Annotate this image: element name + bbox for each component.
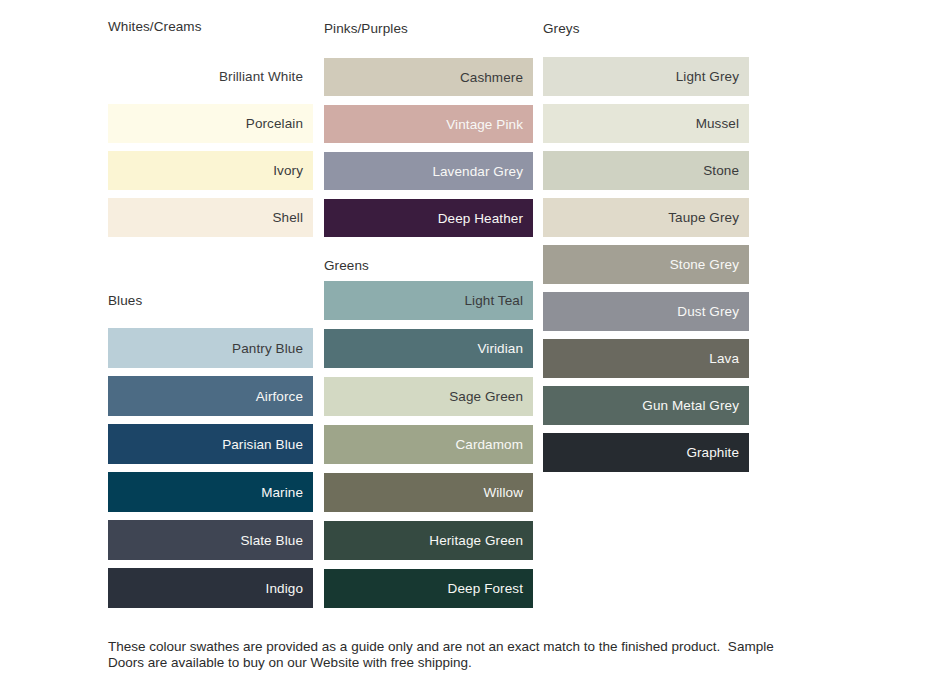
swatch-label: Mussel: [696, 116, 739, 131]
swatch-label: Sage Green: [449, 389, 523, 404]
swatch-label: Gun Metal Grey: [642, 398, 739, 413]
group-greens: Greens Light Teal Viridian Sage Green Cardam…: [324, 258, 533, 608]
swatch-indigo: Indigo: [108, 568, 313, 608]
swatch-viridian: Viridian: [324, 329, 533, 368]
swatch-willow: Willow: [324, 473, 533, 512]
swatch-label: Lavendar Grey: [432, 164, 523, 179]
swatch-label: Shell: [272, 210, 303, 225]
swatch-label: Stone Grey: [670, 257, 739, 272]
swatch-label: Deep Forest: [448, 581, 523, 596]
swatch-list-greens: Light Teal Viridian Sage Green Cardamom Will…: [324, 281, 533, 608]
group-blues: Blues Pantry Blue Airforce Parisian Blue Mar…: [108, 293, 313, 608]
group-title-pinks-purples: Pinks/Purples: [324, 21, 533, 37]
swatch-cardamom: Cardamom: [324, 425, 533, 464]
swatch-slate-blue: Slate Blue: [108, 520, 313, 560]
swatch-light-grey: Light Grey: [543, 57, 749, 96]
swatch-deep-forest: Deep Forest: [324, 569, 533, 608]
swatch-label: Slate Blue: [240, 533, 303, 548]
swatch-lava: Lava: [543, 339, 749, 378]
swatch-label: Dust Grey: [677, 304, 739, 319]
column-pinks-greens: Pinks/Purples Cashmere Vintage Pink Lavenda…: [324, 21, 533, 608]
swatch-label: Cashmere: [460, 70, 523, 85]
swatch-label: Pantry Blue: [232, 341, 303, 356]
swatch-label: Deep Heather: [438, 211, 523, 226]
swatch-label: Indigo: [266, 581, 303, 596]
swatch-sage-green: Sage Green: [324, 377, 533, 416]
swatch-list-pinks-purples: Cashmere Vintage Pink Lavendar Grey Deep He…: [324, 58, 533, 237]
swatch-label: Brilliant White: [219, 69, 303, 84]
swatch-label: Light Teal: [464, 293, 523, 308]
swatch-brilliant-white: Brilliant White: [108, 57, 313, 96]
group-greys: Greys Light Grey Mussel Stone Taupe Grey Ston…: [543, 21, 749, 472]
swatch-deep-heather: Deep Heather: [324, 199, 533, 237]
swatch-light-teal: Light Teal: [324, 281, 533, 320]
disclaimer-line-1: These colour swathes are provided as a g…: [108, 639, 774, 655]
swatch-label: Lava: [709, 351, 739, 366]
swatch-stone-grey: Stone Grey: [543, 245, 749, 284]
swatch-label: Porcelain: [246, 116, 303, 131]
swatch-gun-metal-grey: Gun Metal Grey: [543, 386, 749, 425]
group-whites-creams: Whites/Creams Brilliant White Porcelain Ivo…: [108, 19, 313, 237]
swatch-list-blues: Pantry Blue Airforce Parisian Blue Marine Sl…: [108, 328, 313, 608]
column-whites-blues: Whites/Creams Brilliant White Porcelain Ivo…: [108, 19, 313, 608]
swatch-airforce: Airforce: [108, 376, 313, 416]
swatch-ivory: Ivory: [108, 151, 313, 190]
swatch-shell: Shell: [108, 198, 313, 237]
swatch-label: Stone: [703, 163, 739, 178]
swatch-pantry-blue: Pantry Blue: [108, 328, 313, 368]
swatch-label: Vintage Pink: [446, 117, 523, 132]
swatch-taupe-grey: Taupe Grey: [543, 198, 749, 237]
disclaimer-text: These colour swathes are provided as a g…: [108, 639, 774, 671]
group-title-greys: Greys: [543, 21, 749, 37]
disclaimer-line-2: Doors are available to buy on our Websit…: [108, 655, 774, 671]
swatch-cashmere: Cashmere: [324, 58, 533, 96]
group-title-whites-creams: Whites/Creams: [108, 19, 313, 35]
column-greys: Greys Light Grey Mussel Stone Taupe Grey Ston…: [543, 21, 749, 472]
swatch-label: Heritage Green: [429, 533, 523, 548]
swatch-label: Airforce: [256, 389, 303, 404]
swatch-porcelain: Porcelain: [108, 104, 313, 143]
group-title-blues: Blues: [108, 293, 313, 309]
swatch-mussel: Mussel: [543, 104, 749, 143]
group-title-greens: Greens: [324, 258, 533, 274]
swatch-label: Light Grey: [676, 69, 739, 84]
swatch-label: Willow: [483, 485, 523, 500]
swatch-parisian-blue: Parisian Blue: [108, 424, 313, 464]
swatch-lavendar-grey: Lavendar Grey: [324, 152, 533, 190]
swatch-vintage-pink: Vintage Pink: [324, 105, 533, 143]
swatch-label: Viridian: [477, 341, 523, 356]
swatch-heritage-green: Heritage Green: [324, 521, 533, 560]
swatch-label: Cardamom: [455, 437, 523, 452]
swatch-marine: Marine: [108, 472, 313, 512]
swatch-label: Marine: [261, 485, 303, 500]
swatch-label: Taupe Grey: [668, 210, 739, 225]
swatch-list-whites-creams: Brilliant White Porcelain Ivory Shell: [108, 57, 313, 237]
swatch-dust-grey: Dust Grey: [543, 292, 749, 331]
colour-chart-page: Whites/Creams Brilliant White Porcelain Ivo…: [0, 0, 933, 700]
swatch-list-greys: Light Grey Mussel Stone Taupe Grey Stone Gre…: [543, 57, 749, 472]
swatch-stone: Stone: [543, 151, 749, 190]
group-pinks-purples: Pinks/Purples Cashmere Vintage Pink Lavenda…: [324, 21, 533, 237]
swatch-label: Ivory: [273, 163, 303, 178]
swatch-label: Graphite: [686, 445, 739, 460]
swatch-label: Parisian Blue: [222, 437, 303, 452]
swatch-graphite: Graphite: [543, 433, 749, 472]
